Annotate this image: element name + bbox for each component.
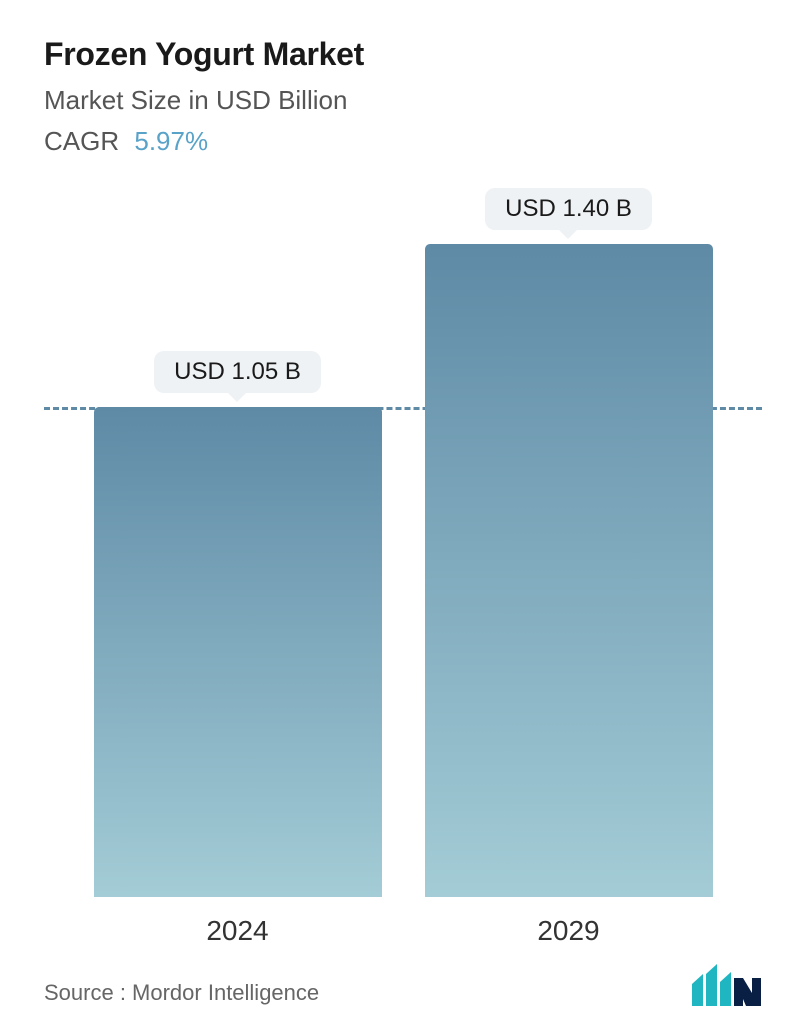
cagr-row: CAGR 5.97% — [44, 126, 762, 157]
chart-title: Frozen Yogurt Market — [44, 36, 762, 73]
brand-logo-icon — [692, 964, 762, 1006]
x-axis-label: 2029 — [425, 915, 713, 947]
value-badge: USD 1.05 B — [154, 351, 321, 393]
cagr-label: CAGR — [44, 126, 119, 156]
bar — [425, 244, 713, 897]
source-text: Source : Mordor Intelligence — [44, 980, 319, 1006]
cagr-value: 5.97% — [134, 126, 208, 156]
bar — [94, 407, 382, 897]
chart-plot-area: USD 1.05 BUSD 1.40 B — [44, 207, 762, 897]
x-axis-labels: 2024 2029 — [44, 897, 762, 947]
x-axis-label: 2024 — [94, 915, 382, 947]
value-badge: USD 1.40 B — [485, 188, 652, 230]
chart-footer: Source : Mordor Intelligence — [44, 964, 762, 1006]
chart-subtitle: Market Size in USD Billion — [44, 85, 762, 116]
bars-container: USD 1.05 BUSD 1.40 B — [44, 207, 762, 897]
bar-group: USD 1.40 B — [425, 244, 713, 897]
bar-group: USD 1.05 B — [94, 407, 382, 897]
